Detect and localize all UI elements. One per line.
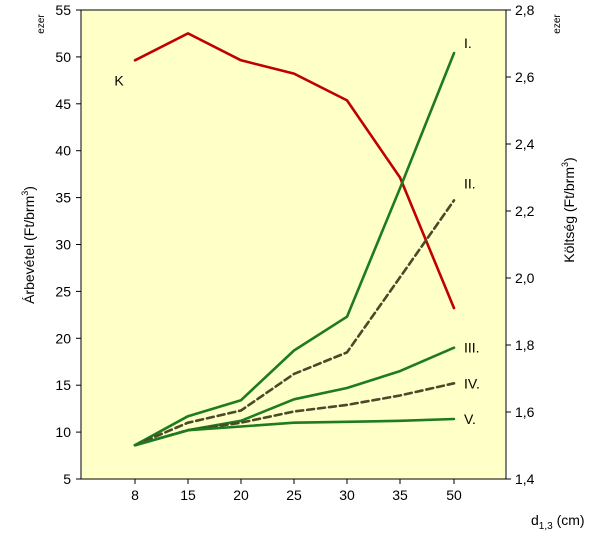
x-axis-label: d1,3 (cm) (531, 512, 585, 532)
series-lines (133, 32, 456, 447)
x-tick-label: 25 (286, 487, 302, 503)
x-tick-label: 15 (180, 487, 196, 503)
series-label: II. (464, 175, 476, 191)
y-axis-right-scale: ezer (552, 14, 563, 34)
series-line (133, 417, 456, 447)
y-axis-right-label: Költség (Ft/brm3) (560, 157, 577, 262)
series-label: V. (464, 411, 476, 427)
series-label: K (114, 72, 124, 88)
x-tick-label: 50 (446, 487, 462, 503)
x-tick-label: 35 (392, 487, 408, 503)
right-tick-label: 2,8 (515, 2, 535, 18)
series-line (133, 51, 456, 447)
left-tick-label: 35 (55, 190, 71, 206)
x-tick-label: 30 (339, 487, 355, 503)
left-tick-label: 15 (55, 377, 71, 393)
left-axis-ticks: 5 10 15 20 25 30 35 40 45 50 55 (55, 2, 81, 487)
right-tick-label: 2,4 (515, 136, 535, 152)
left-tick-label: 50 (55, 49, 71, 65)
right-tick-label: 1,8 (515, 337, 535, 353)
right-tick-label: 2,0 (515, 270, 535, 286)
y-axis-left-scale: ezer (36, 14, 47, 34)
left-tick-label: 10 (55, 424, 71, 440)
left-tick-label: 45 (55, 96, 71, 112)
x-tick-label: 8 (131, 487, 139, 503)
x-tick-label: 20 (233, 487, 249, 503)
y-axis-left-label: Árbevétel (Ft/brm3) (20, 186, 37, 304)
right-axis-ticks: 1,4 1,6 1,8 2,0 2,2 2,4 2,6 2,8 (506, 2, 535, 487)
series-line (133, 32, 456, 310)
left-tick-label: 20 (55, 330, 71, 346)
right-tick-label: 2,6 (515, 69, 535, 85)
series-label: I. (464, 35, 472, 51)
left-tick-label: 25 (55, 283, 71, 299)
left-tick-label: 40 (55, 143, 71, 159)
series-label: IV. (464, 375, 480, 391)
right-tick-label: 2,2 (515, 203, 535, 219)
left-tick-label: 55 (55, 2, 71, 18)
series-line (133, 199, 456, 447)
right-tick-label: 1,4 (515, 471, 535, 487)
left-tick-label: 5 (63, 471, 71, 487)
left-tick-label: 30 (55, 237, 71, 253)
series-labels: K I. II. III. IV. V. (114, 35, 480, 427)
x-axis-ticks: 8 15 20 25 30 35 50 (131, 479, 462, 503)
right-tick-label: 1,6 (515, 404, 535, 420)
series-label: III. (464, 340, 480, 356)
